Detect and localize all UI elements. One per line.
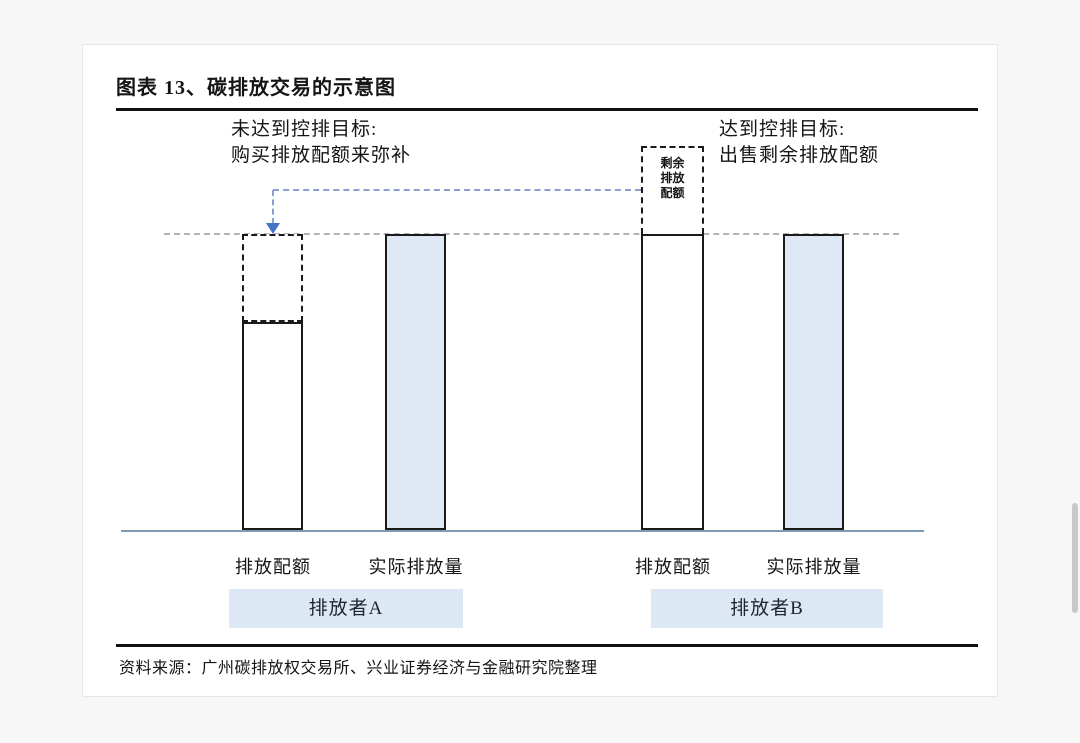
source-attribution: 资料来源：广州碳排放权交易所、兴业证券经济与金融研究院整理 bbox=[119, 660, 598, 677]
surplus-box-line1: 剩余 bbox=[660, 156, 685, 170]
transfer-connector-horizontal bbox=[273, 189, 641, 191]
bottom-rule bbox=[116, 644, 978, 647]
bar-a-actual-emission bbox=[385, 234, 446, 530]
annotation-emitter-b-line2: 出售剩余排放配额 bbox=[719, 145, 880, 166]
baseline-axis bbox=[121, 530, 924, 532]
figure-card: 图表 13、碳排放交易的示意图 未达到控排目标: 购买排放配额来弥补 达到控排目… bbox=[82, 44, 998, 697]
bar-b-actual-emission bbox=[783, 234, 844, 530]
emitter-b-group-box: 排放者B bbox=[651, 589, 883, 628]
bar-b-actual-label: 实际排放量 bbox=[766, 557, 862, 577]
scrollbar-thumb[interactable] bbox=[1072, 503, 1078, 613]
surplus-box-line2: 排放 bbox=[660, 171, 685, 185]
bar-a-quota-solid bbox=[242, 322, 303, 530]
annotation-emitter-b-line1: 达到控排目标: bbox=[719, 119, 846, 140]
transfer-arrow-down-icon bbox=[266, 223, 280, 234]
bar-b-quota bbox=[641, 234, 704, 530]
annotation-emitter-a: 未达到控排目标: 购买排放配额来弥补 bbox=[231, 117, 411, 169]
emitter-a-group-box: 排放者A bbox=[229, 589, 463, 628]
annotation-emitter-a-line1: 未达到控排目标: bbox=[231, 119, 378, 140]
bar-a-quota-label: 排放配额 bbox=[235, 557, 311, 577]
title-rule bbox=[116, 108, 978, 111]
bar-b-quota-label: 排放配额 bbox=[635, 557, 711, 577]
surplus-box-line3: 配额 bbox=[660, 186, 685, 200]
annotation-emitter-a-line2: 购买排放配额来弥补 bbox=[231, 145, 412, 166]
transfer-connector-vertical bbox=[272, 190, 274, 224]
bar-a-actual-label: 实际排放量 bbox=[368, 557, 464, 577]
surplus-allowance-box: 剩余 排放 配额 bbox=[641, 146, 704, 234]
annotation-emitter-b: 达到控排目标: 出售剩余排放配额 bbox=[719, 117, 879, 169]
bar-a-quota-dashed-gap bbox=[242, 234, 303, 322]
figure-title: 图表 13、碳排放交易的示意图 bbox=[116, 77, 396, 99]
cap-target-dashed-line bbox=[164, 233, 899, 235]
